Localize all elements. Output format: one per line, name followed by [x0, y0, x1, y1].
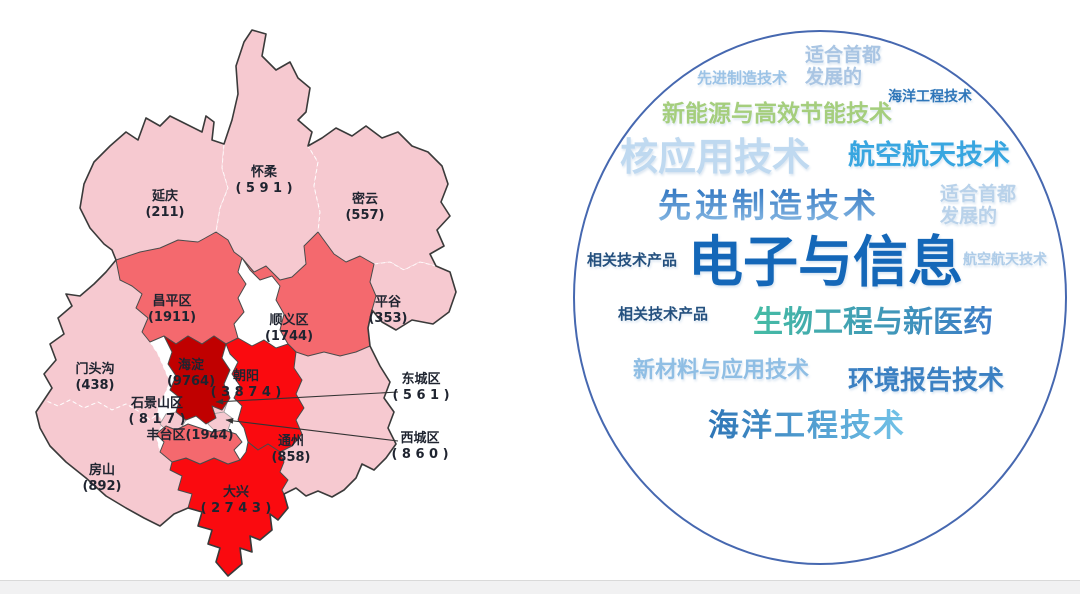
district-fengtai [155, 423, 243, 465]
district-label-dongcheng: 东城区( 5 6 1 ) [392, 372, 449, 404]
district-label-huairou: 怀柔( 5 9 1 ) [235, 165, 292, 197]
district-value: (211) [145, 205, 185, 220]
district-value: ( 8 1 7 ) [128, 412, 186, 427]
district-name: 朝阳 [232, 369, 260, 384]
cloud-word-haiyanggongcheng-small: 海洋工程技术 [888, 89, 972, 105]
district-name: 东城区 [401, 372, 441, 387]
district-value: (438) [75, 378, 115, 393]
district-value: ( 5 9 1 ) [235, 181, 293, 196]
district-value: ( 3 8 7 4 ) [210, 385, 282, 400]
district-label-shunyi: 顺义区 (1744) [265, 313, 313, 345]
district-label-mentougou: 门头沟 (438) [75, 362, 114, 394]
district-value: ( 5 6 1 ) [392, 388, 450, 403]
district-label-pinggu: 平谷 (353) [368, 295, 407, 327]
cloud-word-hangkonghangtian-faint: 航空航天技术 [963, 252, 1047, 268]
district-huairou [215, 29, 321, 281]
cloud-word-xiangguanjishu-2: 相关技术产品 [618, 305, 709, 323]
district-name: 大兴 [222, 485, 250, 500]
district-label-haidian: 海淀 (9764) [167, 358, 215, 390]
municipality-outline [35, 29, 457, 577]
district-label-tongzhou: 通州 (858) [271, 434, 310, 466]
cloud-word-xinnengyuan: 新能源与高效节能技术 [662, 101, 892, 127]
cloud-word-xiangguanjishu-1: 相关技术产品 [587, 251, 678, 269]
cloud-word-xincailiao: 新材料与应用技术 [633, 358, 810, 383]
district-name: 西城区 [400, 431, 440, 446]
bottom-strip [0, 580, 1080, 594]
district-name: 怀柔 [250, 165, 277, 180]
cloud-word-huanjingbaogao: 环境报告技术 [848, 366, 1005, 396]
district-value: ( 2 7 4 3 ) [200, 501, 272, 516]
district-label-chaoyang: 朝阳( 3 8 7 4 ) [211, 369, 282, 401]
district-label-changping: 昌平区 (1911) [148, 294, 196, 326]
district-name: 门头沟 [75, 362, 115, 377]
district-name: 房山 [88, 463, 115, 478]
light-districts [35, 29, 457, 527]
district-name: 昌平区 [152, 294, 192, 309]
district-value: (557) [345, 208, 385, 223]
district-value: (1911) [147, 310, 197, 325]
district-label-xicheng: 西城区( 8 6 0 ) [391, 431, 448, 463]
arrow-dongcheng [215, 391, 399, 405]
beijing-choropleth-map [35, 29, 457, 577]
district-label-fengtai: 丰台区(1944) [146, 428, 233, 444]
district-tongzhou [279, 345, 397, 498]
district-value: (353) [368, 311, 408, 326]
cloud-word-dianziyuxinxi: 电子与信息 [688, 230, 964, 294]
district-name: 丰台区 [146, 428, 186, 443]
cloud-word-shihehshoudu-top: 适合首都 发展的 [805, 44, 882, 89]
district-name: 海淀 [177, 358, 205, 373]
district-name: 通州 [277, 434, 304, 449]
cloud-word-shihehshoudu-right: 适合首都 发展的 [940, 183, 1017, 228]
district-value: (9764) [166, 374, 216, 389]
district-name: 石景山区 [130, 396, 183, 411]
callout-arrows [215, 391, 399, 442]
cloud-word-heyingyong: 核应用技术 [620, 135, 811, 179]
cloud-word-xianjinzhizao-small: 先进制造技术 [697, 69, 788, 87]
colored-districts [115, 231, 377, 577]
cloud-word-hangkonghangtian: 航空航天技术 [848, 140, 1010, 171]
district-value: (1944) [185, 428, 234, 443]
district-name: 平谷 [374, 295, 401, 310]
district-value: (892) [82, 479, 122, 494]
district-value: ( 8 6 0 ) [391, 447, 449, 462]
district-name: 密云 [351, 192, 378, 207]
wordcloud-circle [573, 30, 1067, 565]
arrow-xicheng [225, 418, 399, 442]
district-value: (858) [271, 450, 311, 465]
district-label-shijingshan: 石景山区( 8 1 7 ) [128, 396, 185, 428]
district-label-fangshan: 房山 (892) [82, 463, 121, 495]
cloud-word-xianjinzhizao-big: 先进制造技术 [658, 186, 880, 225]
district-name: 延庆 [151, 189, 178, 204]
district-haidian [163, 335, 231, 425]
district-label-daxing: 大兴( 2 7 4 3 ) [201, 485, 272, 517]
district-label-miyun: 密云 (557) [345, 192, 384, 224]
cloud-word-shengwugongcheng: 生物工程与新医药 [753, 305, 993, 340]
district-label-yanqing: 延庆 (211) [145, 189, 184, 221]
cloud-word-haiyanggongcheng-big: 海洋工程技术 [708, 408, 906, 444]
district-name: 顺义区 [269, 313, 309, 328]
district-value: (1744) [264, 329, 314, 344]
